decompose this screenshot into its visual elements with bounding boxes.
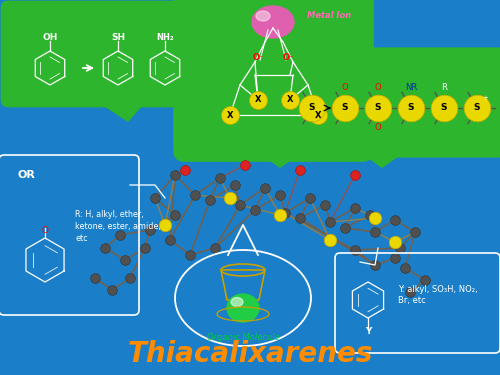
Polygon shape [228, 225, 258, 255]
Text: S: S [408, 104, 414, 112]
Ellipse shape [227, 294, 259, 322]
Text: S: S [342, 104, 348, 112]
Text: OH: OH [42, 33, 58, 42]
Text: Y: alkyl, SO₃H, NO₂,
Br, etc: Y: alkyl, SO₃H, NO₂, Br, etc [398, 285, 477, 305]
Text: S: S [375, 104, 382, 112]
FancyBboxPatch shape [173, 0, 374, 162]
Text: NR: NR [405, 84, 417, 93]
Text: O: O [374, 123, 382, 132]
Polygon shape [250, 147, 310, 168]
Text: X: X [227, 111, 233, 120]
Text: Y: Y [365, 327, 371, 336]
Text: Metal Ion: Metal Ion [307, 11, 351, 20]
Text: O: O [342, 84, 348, 93]
Text: Thiacalixarenes: Thiacalixarenes [128, 340, 372, 368]
Text: O: O [374, 84, 382, 93]
Text: SH: SH [111, 33, 125, 42]
Text: S: S [441, 104, 448, 112]
Ellipse shape [256, 11, 270, 21]
Text: X: X [255, 96, 261, 105]
Ellipse shape [252, 6, 294, 38]
Polygon shape [90, 97, 150, 122]
Text: O⁻: O⁻ [252, 53, 264, 62]
Text: R: R [441, 84, 447, 93]
Text: O: O [42, 226, 48, 235]
Text: S: S [474, 104, 480, 112]
FancyBboxPatch shape [0, 1, 200, 107]
Text: R: H, alkyl, ether,
ketone, ester, amide,
etc: R: H, alkyl, ether, ketone, ester, amide… [75, 210, 161, 243]
Text: X: X [287, 96, 293, 105]
FancyBboxPatch shape [270, 47, 500, 158]
Text: Organic Molecule: Organic Molecule [206, 333, 280, 342]
Text: S: S [309, 104, 316, 112]
Text: O⁻: O⁻ [282, 53, 294, 62]
Polygon shape [352, 147, 412, 168]
Text: NH₂: NH₂ [156, 33, 174, 42]
Text: X: X [315, 111, 321, 120]
Text: OR: OR [18, 170, 36, 180]
Text: +: + [482, 95, 488, 101]
Ellipse shape [231, 297, 243, 306]
